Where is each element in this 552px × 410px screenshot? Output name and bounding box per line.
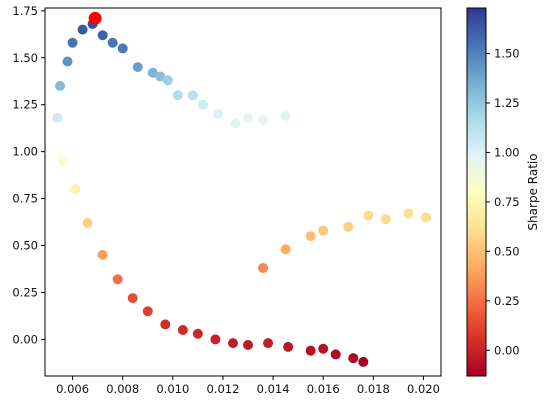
data-point — [155, 71, 166, 82]
data-point — [97, 30, 108, 41]
data-point — [142, 306, 153, 317]
colorbar: 0.00 0.25 0.50 0.75 1.00 1.25 1.50 Sharpe Rati… — [466, 7, 540, 377]
y-tick-label: 0.00 — [12, 332, 38, 346]
data-point — [160, 319, 171, 330]
data-point — [212, 109, 223, 120]
data-point — [258, 263, 269, 274]
data-point — [305, 231, 316, 242]
colorbar-tick-label: 0.50 — [494, 244, 520, 258]
data-point — [55, 80, 66, 91]
data-point — [380, 214, 391, 225]
x-tick-label: 0.008 — [106, 382, 139, 396]
colorbar-gradient — [467, 8, 486, 376]
colorbar-label: Sharpe Ratio — [526, 153, 540, 230]
data-point — [318, 225, 329, 236]
colorbar-tick-label: 0.75 — [494, 195, 520, 209]
colorbar-tick-label: 0.00 — [494, 343, 520, 357]
data-point — [227, 338, 238, 349]
y-tick-label: 1.00 — [12, 145, 38, 159]
data-point — [52, 112, 63, 123]
data-point — [263, 338, 274, 349]
data-point — [172, 90, 183, 101]
x-tick-label: 0.012 — [206, 382, 239, 396]
data-point — [82, 217, 93, 228]
data-point — [97, 249, 108, 260]
data-point — [162, 75, 173, 86]
data-point — [192, 328, 203, 339]
colorbar-tick-label: 1.50 — [494, 47, 520, 61]
data-point — [243, 112, 254, 123]
data-point — [127, 293, 138, 304]
data-point — [67, 37, 78, 48]
plot-area — [52, 11, 431, 367]
data-point — [112, 274, 123, 285]
y-tick-label: 1.50 — [12, 51, 38, 65]
data-point — [343, 221, 354, 232]
data-point — [132, 62, 143, 73]
y-tick-label: 0.75 — [12, 192, 38, 206]
data-point — [348, 353, 359, 364]
max-sharpe-marker — [88, 11, 102, 25]
x-tick-label: 0.018 — [357, 382, 390, 396]
colorbar-ticks: 0.00 0.25 0.50 0.75 1.00 1.25 1.50 — [486, 47, 520, 357]
data-point — [358, 356, 369, 367]
colorbar-tick-label: 1.00 — [494, 145, 520, 159]
data-point — [230, 118, 241, 129]
y-tick-label: 0.50 — [12, 239, 38, 253]
data-point — [318, 343, 329, 354]
x-tick-label: 0.010 — [156, 382, 189, 396]
x-tick-label: 0.006 — [56, 382, 89, 396]
data-point — [187, 90, 198, 101]
data-point — [177, 325, 188, 335]
colorbar-tick-label: 1.25 — [494, 96, 520, 110]
y-axis: 0.00 0.25 0.50 0.75 1.00 1.25 1.50 1.75 — [12, 4, 45, 346]
data-point — [117, 43, 128, 54]
data-point — [197, 99, 208, 110]
x-tick-label: 0.020 — [407, 382, 440, 396]
x-tick-label: 0.016 — [307, 382, 340, 396]
y-tick-label: 1.25 — [12, 98, 38, 112]
x-tick-label: 0.014 — [257, 382, 290, 396]
colorbar-tick-label: 0.25 — [494, 294, 520, 308]
data-point — [330, 349, 341, 360]
data-point — [420, 212, 431, 223]
data-point — [107, 37, 118, 48]
y-tick-label: 1.75 — [12, 4, 38, 18]
data-point — [62, 56, 73, 67]
data-point — [258, 114, 269, 125]
data-point — [363, 210, 374, 221]
data-point — [283, 341, 294, 352]
data-point — [305, 345, 316, 356]
colorbar-frame — [466, 7, 487, 377]
data-point — [147, 67, 158, 78]
x-axis: 0.006 0.008 0.010 0.012 0.014 0.016 0.018 0.020 — [56, 376, 440, 396]
y-tick-label: 0.25 — [12, 285, 38, 299]
data-point — [403, 208, 414, 219]
data-point — [210, 334, 221, 345]
data-point — [57, 156, 68, 167]
data-point — [243, 340, 254, 351]
plot-frame — [44, 7, 442, 377]
data-point — [77, 24, 88, 35]
data-point — [70, 184, 81, 195]
data-point — [280, 110, 291, 121]
data-point — [280, 244, 291, 255]
